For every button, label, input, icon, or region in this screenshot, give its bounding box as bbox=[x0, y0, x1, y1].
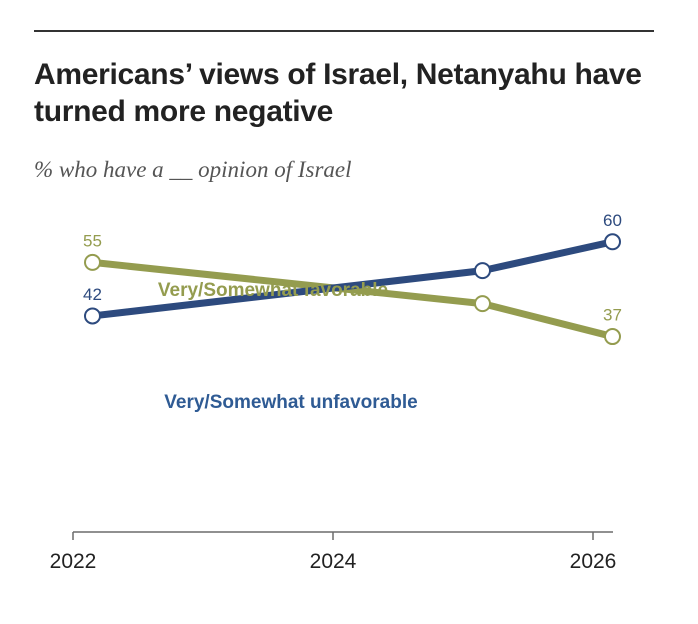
data-point-0-1 bbox=[474, 295, 491, 313]
data-point-0-2 bbox=[604, 328, 621, 346]
series-name-label-0: Very/Somewhat favorable bbox=[158, 280, 388, 301]
data-label-0-0: 55 bbox=[83, 231, 102, 250]
data-label-0-2: 37 bbox=[603, 306, 622, 325]
chart-labels: 55 37 42 60 Very/Somewhat favorable Very/Some… bbox=[83, 211, 622, 413]
data-label-1-2: 60 bbox=[603, 211, 622, 230]
top-rule bbox=[34, 30, 654, 32]
series-line-1 bbox=[89, 238, 616, 320]
x-axis: 2022 2024 2026 bbox=[50, 531, 617, 573]
data-point-1-0 bbox=[84, 307, 101, 325]
data-label-1-0: 42 bbox=[83, 285, 102, 304]
data-point-1-1 bbox=[474, 262, 491, 280]
data-point-0-0 bbox=[84, 253, 101, 271]
x-tick-label-2022: 2022 bbox=[50, 550, 97, 573]
chart-title: Americans’ views of Israel, Netanyahu ha… bbox=[34, 58, 642, 128]
x-tick-label-2026: 2026 bbox=[570, 550, 617, 573]
series-points bbox=[84, 233, 621, 346]
series-name-label-1: Very/Somewhat unfavorable bbox=[164, 392, 417, 413]
data-point-1-2 bbox=[604, 233, 621, 251]
x-tick-label-2024: 2024 bbox=[310, 550, 357, 573]
chart-subtitle: % who have a __ opinion of Israel bbox=[34, 157, 352, 182]
